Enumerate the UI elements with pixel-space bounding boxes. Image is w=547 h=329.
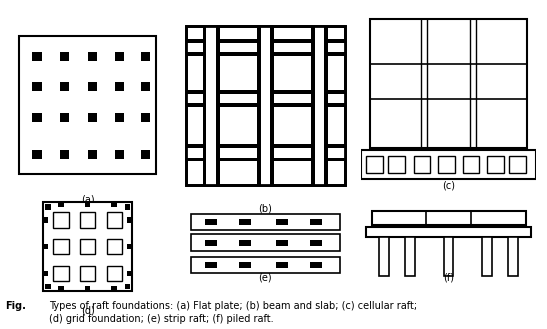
Bar — [107, 213, 122, 228]
Bar — [366, 156, 383, 173]
Text: (b): (b) — [258, 204, 272, 214]
Text: (e): (e) — [259, 273, 272, 283]
Bar — [85, 202, 90, 207]
Bar — [58, 202, 63, 207]
Bar — [310, 240, 322, 245]
Bar — [88, 150, 97, 159]
Bar — [115, 113, 124, 122]
Bar — [127, 244, 133, 249]
Bar — [405, 237, 415, 276]
Bar — [185, 148, 345, 158]
Bar — [60, 113, 69, 122]
Bar — [185, 90, 345, 107]
Bar — [191, 234, 340, 251]
Bar — [276, 262, 288, 268]
Bar — [32, 113, 42, 122]
Bar — [276, 219, 288, 225]
Bar — [112, 287, 117, 292]
Bar — [191, 214, 340, 230]
Bar — [141, 150, 150, 159]
Bar — [361, 150, 536, 179]
Bar — [80, 239, 95, 254]
Bar — [127, 217, 133, 223]
Bar — [185, 43, 345, 52]
Bar — [206, 26, 216, 185]
Bar — [53, 266, 68, 281]
Bar — [32, 82, 42, 91]
Bar — [371, 211, 526, 225]
Bar — [141, 82, 150, 91]
Bar — [205, 219, 217, 225]
Bar — [509, 237, 518, 276]
Text: Fig.: Fig. — [5, 301, 26, 311]
Bar — [366, 227, 531, 237]
Bar — [379, 237, 388, 276]
Bar — [257, 26, 274, 185]
Bar — [202, 26, 219, 185]
Bar — [438, 156, 455, 173]
Bar — [88, 82, 97, 91]
Bar — [463, 156, 479, 173]
Bar — [115, 52, 124, 61]
Bar — [45, 284, 50, 289]
Bar — [141, 52, 150, 61]
Bar — [107, 239, 122, 254]
Bar — [205, 262, 217, 268]
Bar — [239, 240, 251, 245]
Bar — [53, 213, 68, 228]
Bar — [125, 284, 130, 289]
Text: (f): (f) — [443, 273, 454, 283]
Bar — [42, 217, 48, 223]
Bar — [80, 213, 95, 228]
Bar — [239, 219, 251, 225]
Bar — [60, 82, 69, 91]
Bar — [509, 156, 526, 173]
Bar — [260, 26, 270, 185]
Bar — [42, 244, 48, 249]
Text: Types of raft foundations: (a) Flat plate; (b) beam and slab; (c) cellular raft;: Types of raft foundations: (a) Flat plat… — [49, 301, 417, 311]
Bar — [276, 240, 288, 245]
Bar — [310, 219, 322, 225]
Bar — [125, 204, 130, 210]
Bar — [107, 266, 122, 281]
Bar — [58, 287, 63, 292]
Bar — [205, 240, 217, 245]
Bar — [115, 82, 124, 91]
Bar — [88, 113, 97, 122]
Bar — [112, 202, 117, 207]
Bar — [141, 113, 150, 122]
Bar — [80, 266, 95, 281]
Bar — [239, 262, 251, 268]
Bar — [45, 204, 50, 210]
Text: (d): (d) — [80, 306, 95, 316]
Bar — [414, 156, 430, 173]
Bar — [115, 150, 124, 159]
Bar — [53, 239, 68, 254]
Bar — [444, 237, 453, 276]
Bar — [127, 271, 133, 276]
Bar — [42, 271, 48, 276]
Bar — [60, 52, 69, 61]
Text: (d) grid foundation; (e) strip raft; (f) piled raft.: (d) grid foundation; (e) strip raft; (f)… — [49, 314, 274, 324]
Bar — [185, 39, 345, 56]
Bar — [191, 257, 340, 273]
Bar — [370, 19, 527, 148]
Text: (c): (c) — [442, 180, 455, 190]
Text: (a): (a) — [81, 194, 94, 204]
Bar — [315, 26, 324, 185]
Bar — [185, 94, 345, 103]
Bar — [85, 287, 90, 292]
Bar — [32, 52, 42, 61]
Bar — [388, 156, 405, 173]
Bar — [60, 150, 69, 159]
Bar — [32, 150, 42, 159]
Bar — [88, 52, 97, 61]
Bar — [482, 237, 492, 276]
Bar — [311, 26, 328, 185]
Bar — [310, 262, 322, 268]
Bar — [185, 144, 345, 161]
Bar — [487, 156, 504, 173]
